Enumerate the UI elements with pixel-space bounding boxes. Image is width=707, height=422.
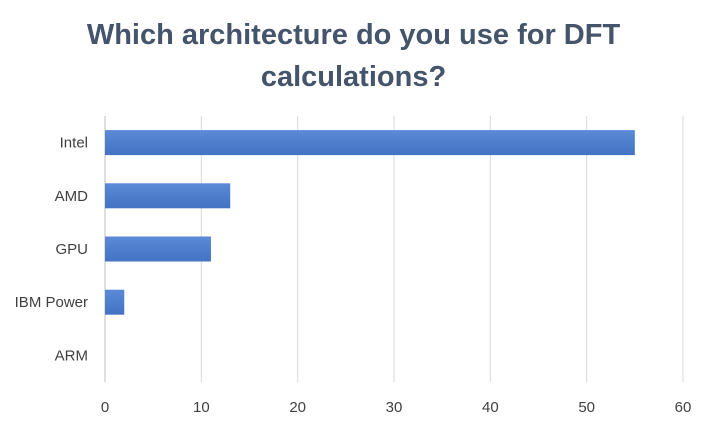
category-label: IBM Power <box>15 294 88 311</box>
x-tick-label: 50 <box>578 399 595 416</box>
category-label: AMD <box>55 188 89 205</box>
bar-amd <box>105 183 231 209</box>
x-tick-label: 60 <box>675 399 692 416</box>
x-tick-label: 20 <box>289 399 306 416</box>
chart-title-line-2: calculations? <box>260 61 447 93</box>
category-label: Intel <box>60 135 88 152</box>
category-labels: Intel AMD GPU IBM Power ARM <box>15 135 89 365</box>
bar-gpu <box>105 236 211 262</box>
bar-intel <box>105 130 635 156</box>
x-tick-labels: 0 10 20 30 40 50 60 <box>101 399 692 416</box>
x-tick-label: 40 <box>482 399 499 416</box>
bar-ibm-power <box>105 289 125 315</box>
x-tick-label: 10 <box>193 399 210 416</box>
category-label: ARM <box>55 347 88 364</box>
x-tick-label: 0 <box>101 399 109 416</box>
chart-title-line-1: Which architecture do you use for DFT <box>86 19 621 51</box>
x-tick-label: 30 <box>386 399 403 416</box>
chart-title: Which architecture do you use for DFT ca… <box>0 14 707 98</box>
bars <box>105 130 635 315</box>
category-label: GPU <box>55 241 88 258</box>
